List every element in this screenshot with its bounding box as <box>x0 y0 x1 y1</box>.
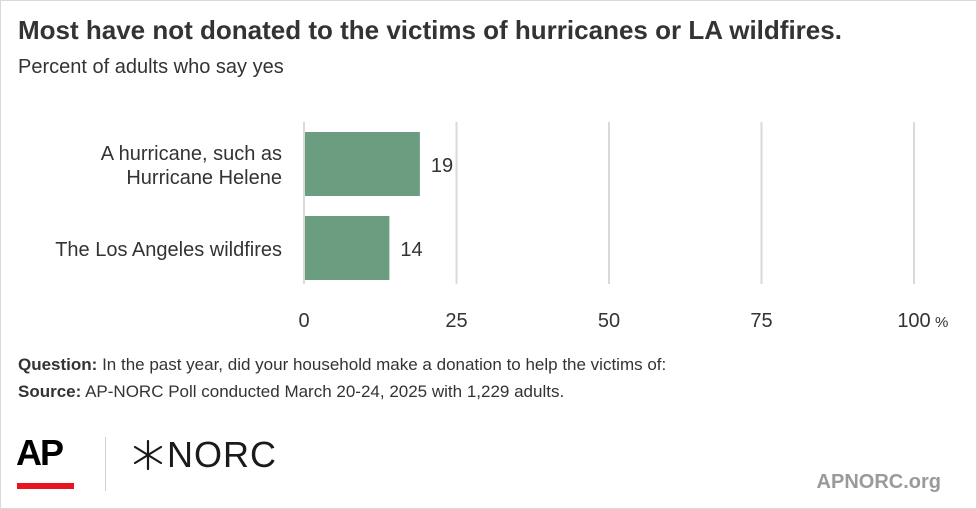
data-label: 14 <box>400 239 422 261</box>
norc-star-icon <box>133 439 163 471</box>
question-text: In the past year, did your household mak… <box>97 355 667 374</box>
x-tick-label: 75 <box>750 310 772 332</box>
data-label: 19 <box>431 155 453 177</box>
x-tick-label: 100 <box>897 310 930 332</box>
ap-logo-underline <box>17 483 74 489</box>
x-tick-label: 0 <box>298 310 309 332</box>
chart-title: Most have not donated to the victims of … <box>18 15 842 45</box>
logo-divider <box>105 437 106 491</box>
source-note: Source: AP-NORC Poll conducted March 20-… <box>18 382 564 402</box>
category-label: A hurricane, such as <box>101 143 282 165</box>
bar <box>304 132 420 196</box>
question-note: Question: In the past year, did your hou… <box>18 355 666 375</box>
norc-logo-text: NORC <box>167 434 277 475</box>
x-tick-label: 50 <box>598 310 620 332</box>
ap-logo: AP <box>16 432 64 473</box>
category-label: The Los Angeles wildfires <box>55 239 282 261</box>
x-tick-label: 25 <box>445 310 467 332</box>
category-label: Hurricane Helene <box>126 167 282 189</box>
x-tick-unit: % <box>935 314 948 331</box>
chart-subtitle: Percent of adults who say yes <box>18 56 284 78</box>
norc-logo: NORC <box>131 437 277 473</box>
source-label: Source: <box>18 382 82 401</box>
question-label: Question: <box>18 355 98 374</box>
footer-url: APNORC.org <box>816 471 941 493</box>
bar <box>304 216 390 280</box>
source-text: AP-NORC Poll conducted March 20-24, 2025… <box>81 382 565 401</box>
